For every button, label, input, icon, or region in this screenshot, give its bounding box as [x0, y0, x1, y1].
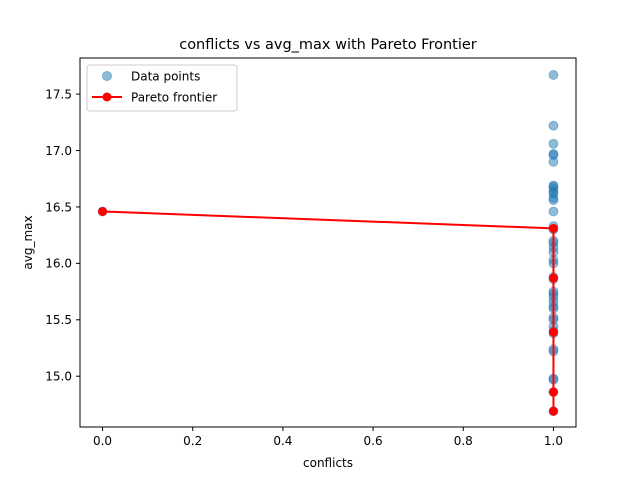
y-tick-label: 15.0: [45, 370, 72, 384]
x-tick-label: 1.0: [544, 434, 563, 448]
chart-title: conflicts vs avg_max with Pareto Frontie…: [179, 37, 477, 53]
legend-label-data-points: Data points: [131, 70, 200, 84]
plot-area: 0.0 0.2 0.4 0.6 0.8 1.0 15.015.516.016.517.01…: [45, 57, 577, 448]
y-tick-label: 17.5: [45, 87, 72, 101]
pareto-point: [548, 387, 558, 397]
y-tick-label: 15.5: [45, 313, 72, 327]
legend-marker-pareto-frontier: [102, 92, 112, 102]
y-tick-label: 16.5: [45, 200, 72, 214]
x-axis-ticks: 0.0 0.2 0.4 0.6 0.8 1.0: [93, 427, 563, 448]
data-point: [548, 70, 559, 80]
pareto-point: [548, 223, 558, 233]
y-tick-label: 16.0: [45, 257, 72, 271]
legend-marker-data-points: [102, 71, 112, 81]
legend-label-pareto-frontier: Pareto frontier: [131, 91, 217, 105]
x-tick-label: 0.0: [93, 434, 112, 448]
data-point: [548, 120, 559, 131]
y-axis-ticks: 15.0 15.5 16.0 16.5 17.0 17.5: [45, 87, 80, 384]
pareto-point: [548, 406, 558, 416]
pareto-point: [548, 273, 558, 283]
x-tick-label: 0.6: [364, 434, 383, 448]
pareto-point: [548, 327, 558, 337]
y-tick-label: 17.0: [45, 144, 72, 158]
data-point: [548, 156, 559, 167]
x-axis-label: conflicts: [303, 456, 353, 470]
y-axis-label: avg_max: [21, 215, 35, 269]
data-point: [548, 206, 559, 217]
pareto-series: [98, 206, 558, 416]
pareto-point: [98, 206, 108, 216]
x-tick-label: 0.8: [454, 434, 473, 448]
x-tick-label: 0.4: [273, 434, 292, 448]
x-tick-label: 0.2: [183, 434, 202, 448]
data-point: [548, 138, 559, 149]
legend: Data points Pareto frontier: [86, 64, 238, 112]
legend-box: [86, 64, 238, 112]
data-point: [548, 195, 559, 206]
axes-frame: [79, 57, 577, 428]
